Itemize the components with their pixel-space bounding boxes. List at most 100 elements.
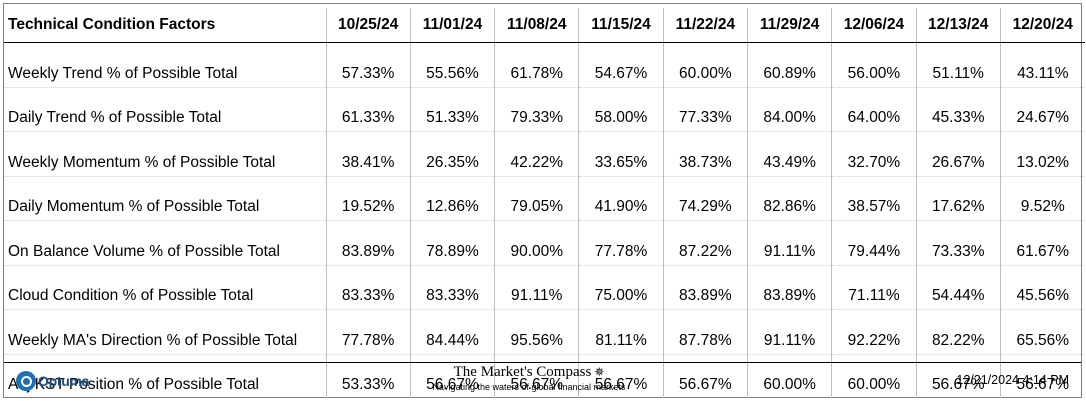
value-cell: 26.67%	[915, 131, 1001, 177]
value-cell: 58.00%	[578, 87, 664, 132]
value-cell: 60.89%	[746, 42, 832, 88]
row-label: On Balance Volume % of Possible Total	[4, 220, 326, 266]
date-header: 12/13/24	[915, 8, 1001, 43]
value-cell: 54.67%	[578, 42, 664, 88]
optuma-brand: Optuma	[16, 371, 89, 391]
date-header: 12/20/24	[999, 8, 1085, 43]
value-cell: 75.00%	[578, 265, 664, 310]
value-cell: 77.78%	[578, 220, 664, 266]
compass-rose-icon: ✵	[594, 365, 605, 379]
row-label: Weekly MA's Direction % of Possible Tota…	[4, 309, 326, 355]
row-label: Weekly Momentum % of Possible Total	[4, 131, 326, 177]
date-header: 11/29/24	[746, 8, 832, 43]
value-cell: 84.00%	[746, 87, 832, 132]
value-cell: 78.89%	[409, 220, 495, 266]
value-cell: 83.33%	[409, 265, 495, 310]
compass-subtitle: Navigating the waters of global financia…	[432, 382, 626, 392]
value-cell: 38.57%	[831, 176, 917, 221]
compass-brand: The Market's Compass ✵ Navigating the wat…	[429, 364, 629, 393]
value-cell: 45.33%	[915, 87, 1001, 132]
value-cell: 38.41%	[325, 131, 411, 177]
value-cell: 77.33%	[662, 87, 748, 132]
value-cell: 51.11%	[915, 42, 1001, 88]
value-cell: 56.67%	[915, 354, 1001, 398]
value-cell: 74.29%	[662, 176, 748, 221]
value-cell: 53.33%	[325, 354, 411, 398]
table-row: Daily Momentum % of Possible Total 19.52%…	[4, 176, 1085, 221]
technical-condition-table: Technical Condition Factors 10/25/24 11/…	[4, 8, 1085, 398]
value-cell: 91.11%	[746, 220, 832, 266]
date-header: 11/08/24	[494, 8, 579, 43]
value-cell: 83.33%	[325, 265, 411, 310]
value-cell: 56.00%	[831, 42, 917, 88]
value-cell: 19.52%	[325, 176, 411, 221]
date-header: 11/15/24	[578, 8, 664, 43]
value-cell: 61.78%	[494, 42, 579, 88]
value-cell: 90.00%	[494, 220, 579, 266]
value-cell: 24.67%	[999, 87, 1085, 132]
value-cell: 33.65%	[578, 131, 664, 177]
value-cell: 56.67%	[662, 354, 748, 398]
value-cell: 55.56%	[409, 42, 495, 88]
value-cell: 87.22%	[662, 220, 748, 266]
value-cell: 79.44%	[831, 220, 917, 266]
value-cell: 64.00%	[831, 87, 917, 132]
value-cell: 61.33%	[325, 87, 411, 132]
value-cell: 83.89%	[325, 220, 411, 266]
value-cell: 77.78%	[325, 309, 411, 355]
value-cell: 73.33%	[915, 220, 1001, 266]
value-cell: 41.90%	[578, 176, 664, 221]
timestamp: 12/21/2024 4:14 PM	[956, 373, 1069, 387]
value-cell: 45.56%	[999, 265, 1085, 310]
table-row: Weekly MA's Direction % of Possible Tota…	[4, 309, 1085, 355]
compass-title: The Market's Compass	[453, 364, 592, 380]
table-row: Cloud Condition % of Possible Total 83.33…	[4, 265, 1085, 310]
value-cell: 81.11%	[578, 309, 664, 355]
value-cell: 43.11%	[999, 42, 1085, 88]
value-cell: 91.11%	[494, 265, 579, 310]
row-label: Daily Trend % of Possible Total	[4, 87, 326, 132]
header-label: Technical Condition Factors	[4, 8, 326, 43]
value-cell: 95.56%	[494, 309, 579, 355]
value-cell: 71.11%	[831, 265, 917, 310]
value-cell: 83.89%	[746, 265, 832, 310]
value-cell: 56.67%	[578, 354, 664, 398]
value-cell: 57.33%	[325, 42, 411, 88]
row-label: Cloud Condition % of Possible Total	[4, 265, 326, 310]
date-header: 12/06/24	[831, 8, 917, 43]
value-cell: 13.02%	[999, 131, 1085, 177]
value-cell: 54.44%	[915, 265, 1001, 310]
value-cell: 91.11%	[746, 309, 832, 355]
table-row: On Balance Volume % of Possible Total 83.…	[4, 220, 1085, 266]
optuma-logo-icon	[16, 371, 36, 391]
value-cell: 42.22%	[494, 131, 579, 177]
value-cell: 79.33%	[494, 87, 579, 132]
table-row: Daily Trend % of Possible Total 61.33% 51.…	[4, 87, 1085, 132]
date-header: 11/22/24	[662, 8, 748, 43]
value-cell: 12.86%	[409, 176, 495, 221]
table-row: Weekly Momentum % of Possible Total 38.41…	[4, 131, 1085, 177]
value-cell: 38.73%	[662, 131, 748, 177]
value-cell: 60.00%	[746, 354, 832, 398]
table-row: Weekly Trend % of Possible Total 57.33% 55…	[4, 42, 1085, 88]
row-label: Daily Momentum % of Possible Total	[4, 176, 326, 221]
row-label: Weekly Trend % of Possible Total	[4, 42, 326, 88]
date-header: 11/01/24	[409, 8, 495, 43]
value-cell: 32.70%	[831, 131, 917, 177]
value-cell: 9.52%	[999, 176, 1085, 221]
header-row: Technical Condition Factors 10/25/24 11/…	[4, 8, 1085, 43]
value-cell: 82.86%	[746, 176, 832, 221]
value-cell: 17.62%	[915, 176, 1001, 221]
date-header: 10/25/24	[325, 8, 411, 43]
value-cell: 65.56%	[999, 309, 1085, 355]
footer: Optuma The Market's Compass ✵ Navigating …	[4, 362, 1081, 398]
value-cell: 60.00%	[662, 42, 748, 88]
value-cell: 56.67%	[409, 354, 495, 398]
value-cell: 92.22%	[831, 309, 917, 355]
value-cell: 61.67%	[999, 220, 1085, 266]
value-cell: 26.35%	[409, 131, 495, 177]
optuma-label: Optuma	[38, 373, 90, 389]
value-cell: 83.89%	[662, 265, 748, 310]
table-row: Adj KST Position % of Possible Total 53.3…	[4, 354, 1085, 398]
value-cell: 87.78%	[662, 309, 748, 355]
